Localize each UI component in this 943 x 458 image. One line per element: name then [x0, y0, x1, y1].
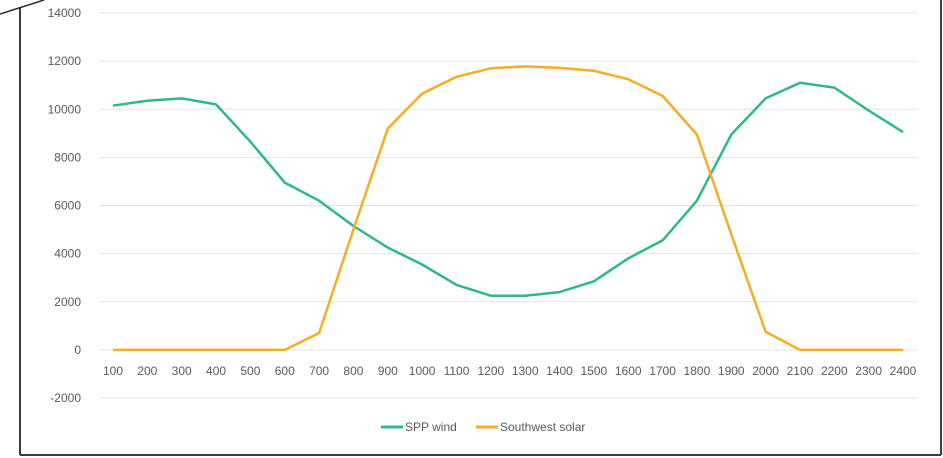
- y-tick-label: 14000: [48, 6, 82, 20]
- y-tick-label: -2000: [50, 391, 81, 405]
- series-line-southwest-solar: [113, 65, 903, 352]
- x-tick-label: 700: [309, 364, 329, 378]
- x-tick-label: 2000: [752, 364, 779, 378]
- x-tick-label: 2200: [821, 364, 848, 378]
- x-tick-label: 1800: [684, 364, 711, 378]
- y-tick-label: 10000: [48, 102, 82, 116]
- x-tick-label: 200: [137, 364, 157, 378]
- x-tick-label: 1900: [718, 364, 745, 378]
- x-tick-label: 1000: [409, 364, 436, 378]
- legend-label-southwest-solar: Southwest solar: [500, 420, 585, 434]
- x-tick-label: 500: [240, 364, 260, 378]
- y-tick-label: 12000: [48, 54, 82, 68]
- series-line-spp-wind: [112, 81, 904, 297]
- x-tick-label: 900: [378, 364, 398, 378]
- x-tick-label: 300: [172, 364, 192, 378]
- x-tick-label: 800: [343, 364, 363, 378]
- x-tick-label: 2100: [787, 364, 814, 378]
- y-tick-label: 2000: [54, 295, 81, 309]
- x-tick-label: 1300: [512, 364, 539, 378]
- x-axis-ticks: 100 200 300 400 500 600 700 800 900 1000 1100 1200 1…: [103, 364, 917, 378]
- x-tick-label: 1500: [581, 364, 608, 378]
- legend-label-spp-wind: SPP wind: [405, 420, 457, 434]
- y-axis-ticks: 14000 12000 10000 8000 6000 4000 2000 0 -2000: [48, 6, 82, 405]
- x-tick-label: 1200: [477, 364, 504, 378]
- series: [112, 65, 904, 352]
- legend: SPP wind Southwest solar: [381, 420, 585, 434]
- y-tick-label: 8000: [54, 150, 81, 164]
- x-tick-label: 600: [275, 364, 295, 378]
- x-tick-label: 1100: [444, 364, 470, 378]
- x-tick-label: 100: [103, 364, 123, 378]
- x-tick-label: 2400: [890, 364, 917, 378]
- x-tick-label: 1700: [649, 364, 676, 378]
- gridlines: [100, 12, 918, 399]
- x-tick-label: 400: [206, 364, 226, 378]
- x-tick-label: 1400: [546, 364, 573, 378]
- frame-top-corner-line: [0, 0, 45, 15]
- x-tick-label: 1600: [615, 364, 642, 378]
- y-tick-label: 6000: [54, 199, 81, 213]
- y-tick-label: 4000: [54, 247, 81, 261]
- y-tick-label: 0: [74, 343, 81, 357]
- x-tick-label: 2300: [855, 364, 882, 378]
